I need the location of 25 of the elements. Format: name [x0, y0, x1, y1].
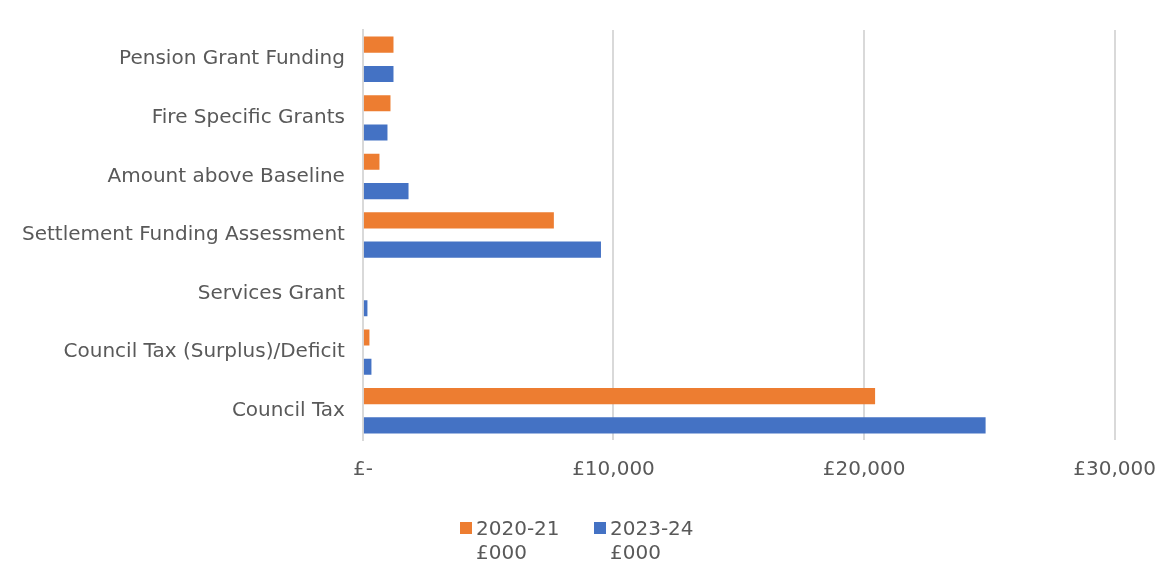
bar [363, 124, 388, 141]
bar [363, 417, 986, 434]
bar [363, 329, 370, 346]
y-tick-label: Council Tax [231, 396, 346, 421]
y-tick-label: Fire Specific Grants [151, 104, 345, 129]
y-tick-label: Services Grant [197, 279, 346, 304]
bar [363, 388, 876, 405]
x-tick-label: £- [352, 456, 373, 481]
bar [363, 212, 554, 229]
bar [363, 358, 372, 375]
x-tick-label: £20,000 [822, 456, 906, 481]
bar [363, 95, 391, 112]
bar [363, 153, 380, 170]
y-tick-label: Amount above Baseline [107, 162, 345, 187]
x-tick-label: £10,000 [572, 456, 655, 481]
x-tick-label: £30,000 [1073, 456, 1157, 481]
legend-label: 2023-24 £000 [610, 516, 695, 564]
bar [363, 183, 409, 200]
y-tick-label: Pension Grant Funding [119, 45, 345, 70]
bar [363, 241, 601, 258]
legend-label: 2020-21 £000 [476, 516, 561, 564]
bar [363, 65, 394, 82]
y-tick-label: Council Tax (Surplus)/Deficit [63, 338, 346, 363]
y-tick-label: Settlement Funding Assessment [22, 221, 346, 246]
bar [363, 36, 394, 53]
